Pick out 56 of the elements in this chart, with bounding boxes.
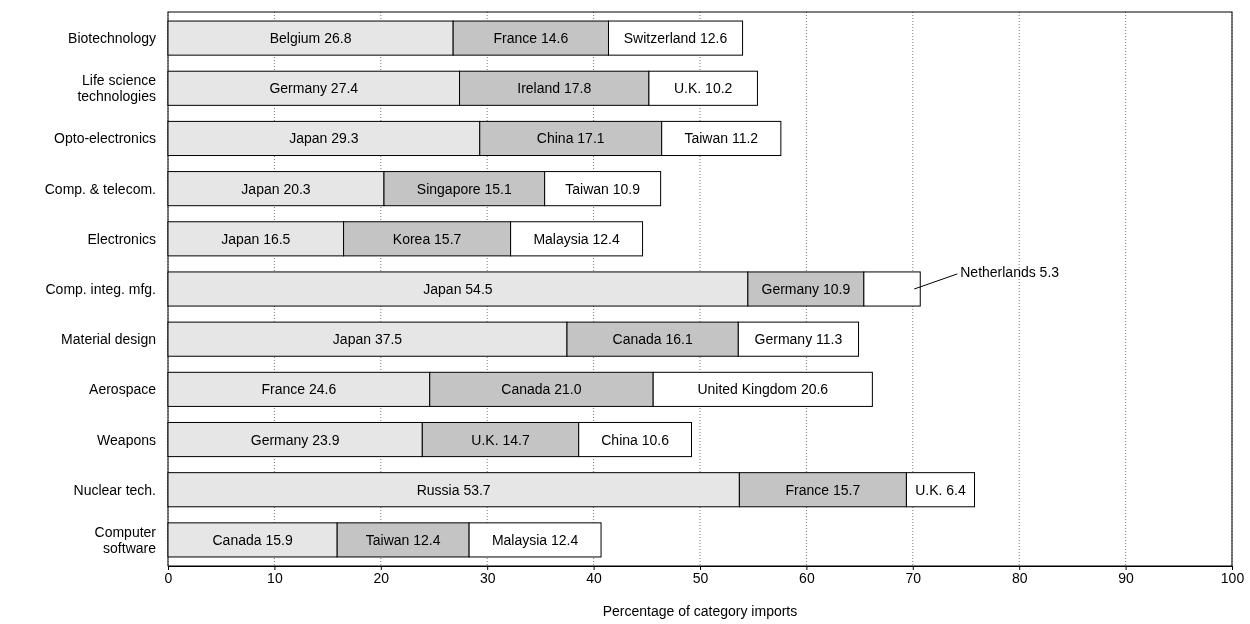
data-label: Germany 10.9 xyxy=(761,281,851,297)
data-label: Malaysia 12.4 xyxy=(533,230,620,247)
y-tick-label: Material design xyxy=(61,331,156,348)
data-label: Japan 54.5 xyxy=(423,281,493,297)
x-tick-label: 100 xyxy=(1220,569,1245,586)
data-label: Canada 16.1 xyxy=(612,331,693,348)
x-tick-label: 20 xyxy=(373,569,390,586)
data-label: U.K. 6.4 xyxy=(915,481,966,498)
data-label: Germany 23.9 xyxy=(250,431,340,448)
data-label: France 14.6 xyxy=(493,30,569,47)
x-tick-label: 90 xyxy=(1118,569,1135,586)
data-label: Korea 15.7 xyxy=(392,230,462,247)
data-label: Belgium 26.8 xyxy=(269,30,352,47)
x-axis-title: Percentage of category imports xyxy=(602,603,798,619)
data-label: Switzerland 12.6 xyxy=(623,30,728,47)
data-label: Canada 15.9 xyxy=(212,531,293,548)
data-label: U.K. 10.2 xyxy=(674,80,733,97)
x-tick-label: 0 xyxy=(164,569,173,586)
data-label: Japan 29.3 xyxy=(289,130,359,147)
data-label: Germany 11.3 xyxy=(754,331,843,348)
data-label: France 15.7 xyxy=(785,481,861,498)
y-tick-label: Comp. & telecom. xyxy=(44,180,156,197)
data-label: China 17.1 xyxy=(536,130,605,147)
data-label: France 24.6 xyxy=(261,381,337,398)
data-label: Canada 21.0 xyxy=(501,381,582,398)
y-tick-label: Biotechnology xyxy=(68,30,156,47)
data-label: Ireland 17.8 xyxy=(517,80,592,97)
data-label: United Kingdom 20.6 xyxy=(697,381,829,398)
x-tick-label: 40 xyxy=(586,569,603,586)
data-label: U.K. 14.7 xyxy=(471,431,530,448)
data-label: Russia 53.7 xyxy=(416,481,491,498)
y-tick-label: Electronics xyxy=(87,230,156,247)
data-label: Japan 16.5 xyxy=(221,230,291,247)
y-tick-label: Computer software xyxy=(94,523,157,556)
data-label: Japan 20.3 xyxy=(241,180,311,197)
data-label: Taiwan 10.9 xyxy=(565,180,641,197)
y-tick-label: Weapons xyxy=(97,431,156,448)
data-label: Taiwan 12.4 xyxy=(365,531,441,548)
y-tick-label: Opto-electronics xyxy=(54,130,156,147)
x-tick-label: 60 xyxy=(799,569,815,586)
x-tick-label: 10 xyxy=(267,569,283,586)
y-tick-label: Life science technologies xyxy=(77,72,157,105)
x-tick-label: 30 xyxy=(479,569,496,586)
data-label: Taiwan 11.2 xyxy=(684,130,759,147)
data-label: Singapore 15.1 xyxy=(416,180,513,197)
x-tick-label: 50 xyxy=(692,569,709,586)
x-tick-label: 70 xyxy=(905,569,922,586)
y-tick-label: Nuclear tech. xyxy=(73,481,156,498)
y-tick-label: Aerospace xyxy=(89,381,157,398)
y-tick-label: Comp. integ. mfg. xyxy=(45,281,156,297)
data-label: Malaysia 12.4 xyxy=(491,531,579,548)
x-tick-label: 80 xyxy=(1011,569,1028,586)
data-label: Japan 37.5 xyxy=(332,331,403,348)
data-label: Germany 27.4 xyxy=(269,80,359,97)
data-label: China 10.6 xyxy=(601,431,670,448)
data-label: Netherlands 5.3 xyxy=(960,263,1060,280)
